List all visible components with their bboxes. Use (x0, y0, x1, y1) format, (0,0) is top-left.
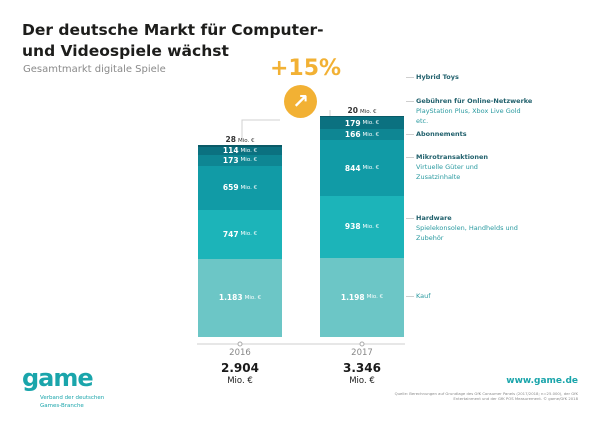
unit-label: Mio. € (240, 147, 258, 154)
legend-item: Kauf (416, 291, 521, 301)
bar-segment-2016-5 (198, 145, 282, 148)
legend-item: Hardware Spielekonsolen, Handhelds und Zu… (416, 213, 521, 243)
source-note: Quelle: Berechnungen auf Grundlage des G… (394, 391, 578, 401)
bar-segment-2017-4: 179 Mio. € (320, 117, 404, 130)
website-link[interactable]: www.game.de (506, 376, 578, 386)
legend-title: Mikrotransaktionen (416, 153, 489, 161)
bar-segment-2017-5 (320, 116, 404, 118)
data-label: 747 (222, 229, 239, 239)
legend-connector (406, 157, 414, 158)
total-unit: Mio. € (349, 376, 375, 386)
legend-connector (406, 77, 414, 78)
data-label-top-2016: 28 Mio. € (225, 135, 255, 145)
legend-item: Hybrid Toys (416, 72, 459, 82)
legend-title: Abonnements (416, 130, 467, 138)
data-label: 166 (344, 130, 361, 140)
legend-item: Abonnements (416, 129, 467, 139)
unit-label: Mio. € (362, 223, 380, 230)
bar-segment-2016-3: 173 Mio. € (198, 154, 282, 166)
bar-segment-2016-1: 747 Mio. € (198, 209, 282, 259)
unit-label: Mio. € (366, 294, 384, 301)
unit-label: Mio. € (362, 131, 380, 138)
logo-subtitle: Verband der deutschen Games-Branche (40, 395, 105, 409)
bar-segment-2016-4: 114 Mio. € (198, 146, 282, 156)
unit-label: Mio. € (240, 184, 258, 191)
legend-connector (406, 101, 414, 102)
data-label: 1.198 (340, 292, 365, 302)
data-label: 844 (344, 163, 361, 173)
data-label: 1.183 (218, 293, 243, 303)
unit-label: Mio. € (362, 165, 380, 172)
legend-item: Mikrotransaktionen Virtuelle Güter und Zu… (416, 152, 521, 182)
unit-label: Mio. € (240, 157, 258, 164)
data-label: 179 (344, 118, 361, 128)
legend-title: Hybrid Toys (416, 73, 459, 81)
data-label: 659 (222, 183, 239, 193)
bar-segment-2017-3: 166 Mio. € (320, 129, 404, 141)
legend-desc: PlayStation Plus, Xbox Live Gold etc. (416, 107, 521, 125)
game-logo: game (22, 364, 94, 392)
x-tick-label: 2016 (229, 348, 251, 358)
legend-desc: Virtuelle Güter und Zusatzinhalte (416, 163, 478, 181)
data-label: 173 (222, 155, 239, 165)
x-tick-label: 2017 (351, 348, 373, 358)
bar-segment-2017-2: 844 Mio. € (320, 140, 404, 196)
legend-desc: Kauf (416, 292, 431, 300)
total-unit: Mio. € (227, 376, 253, 386)
chart-subtitle: Gesamtmarkt digitale Spiele (23, 64, 166, 75)
legend-connector (406, 296, 414, 297)
legend-title: Gebühren für Online-Netzwerke (416, 97, 533, 105)
legend-title: Hardware (416, 214, 452, 222)
unit-label: Mio. € (244, 294, 262, 301)
growth-connector-left (241, 119, 280, 138)
legend-desc: Spielekonsolen, Handhelds und Zubehör (416, 224, 518, 242)
total-value: 3.346 (343, 361, 381, 375)
growth-label: +15% (270, 56, 342, 81)
bar-segment-2016-0: 1.183 Mio. € (198, 258, 282, 337)
bar-segment-2017-1: 938 Mio. € (320, 195, 404, 258)
total-value: 2.904 (221, 361, 259, 375)
legend-item: Gebühren für Online-Netzwerke PlayStation… (416, 96, 532, 126)
unit-label: Mio. € (240, 231, 258, 238)
data-label: 114 (222, 146, 239, 156)
x-tick-2017 (359, 341, 365, 347)
data-label-top-2017: 20 Mio. € (347, 106, 377, 116)
x-tick-2016 (237, 341, 243, 347)
chart-title: Der deutsche Markt für Computer- und Vid… (22, 21, 324, 60)
unit-label: Mio. € (362, 120, 380, 127)
legend-connector (406, 134, 414, 135)
bar-segment-2017-0: 1.198 Mio. € (320, 257, 404, 337)
data-label: 938 (344, 222, 361, 232)
bar-segment-2016-2: 659 Mio. € (198, 165, 282, 210)
arrow-up-right-icon: ↗ (284, 85, 317, 118)
legend-connector (406, 218, 414, 219)
